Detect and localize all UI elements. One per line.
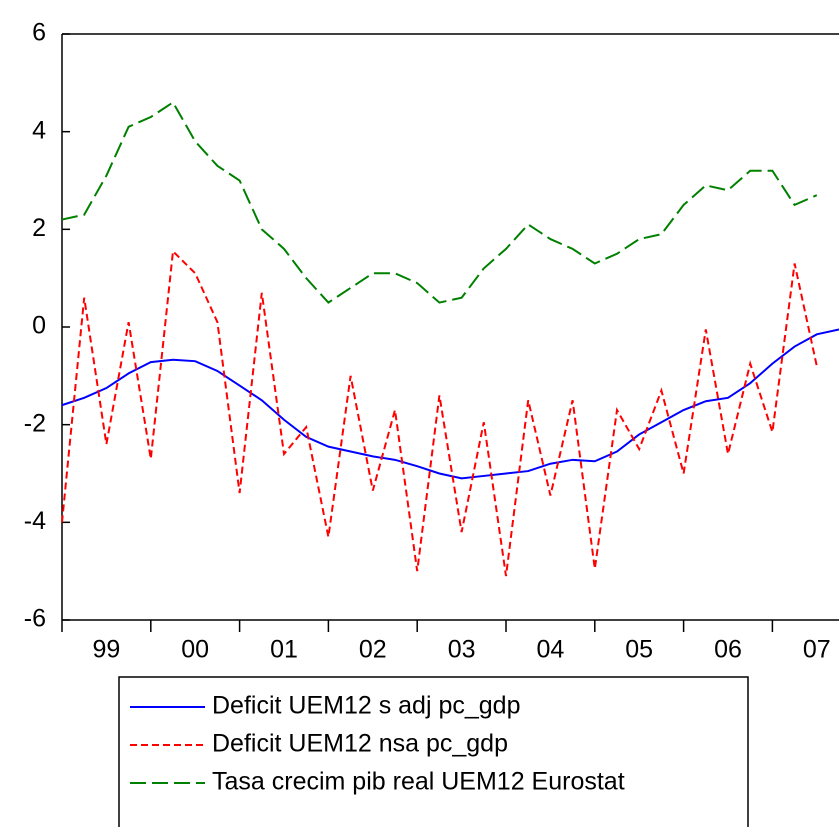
x-tick-label: 05	[625, 636, 653, 664]
x-tick-label: 02	[359, 636, 387, 664]
y-tick-label: 4	[32, 116, 46, 144]
x-tick-label: 01	[270, 636, 298, 664]
series-line	[61, 100, 818, 304]
series-line	[61, 328, 839, 480]
legend-label: Deficit UEM12 nsa pc_gdp	[212, 730, 508, 758]
x-tick-label: 03	[448, 636, 476, 664]
series-line	[61, 249, 818, 577]
y-tick-label: -2	[24, 409, 46, 437]
legend-label: Tasa crecim pib real UEM12 Eurostat	[212, 768, 625, 796]
x-tick-label: 04	[536, 636, 564, 664]
x-tick-label: 06	[714, 636, 742, 664]
y-tick-label: 0	[32, 312, 46, 340]
y-tick-label: -4	[24, 507, 46, 535]
x-tick-label: 00	[181, 636, 209, 664]
y-tick-label: 6	[32, 19, 46, 47]
x-tick-label: 07	[803, 636, 831, 664]
legend-box	[118, 676, 749, 827]
y-tick-label: -6	[24, 605, 46, 633]
legend-label: Deficit UEM12 s adj pc_gdp	[212, 692, 520, 720]
x-tick-label: 99	[92, 636, 120, 664]
y-tick-label: 2	[32, 214, 46, 242]
